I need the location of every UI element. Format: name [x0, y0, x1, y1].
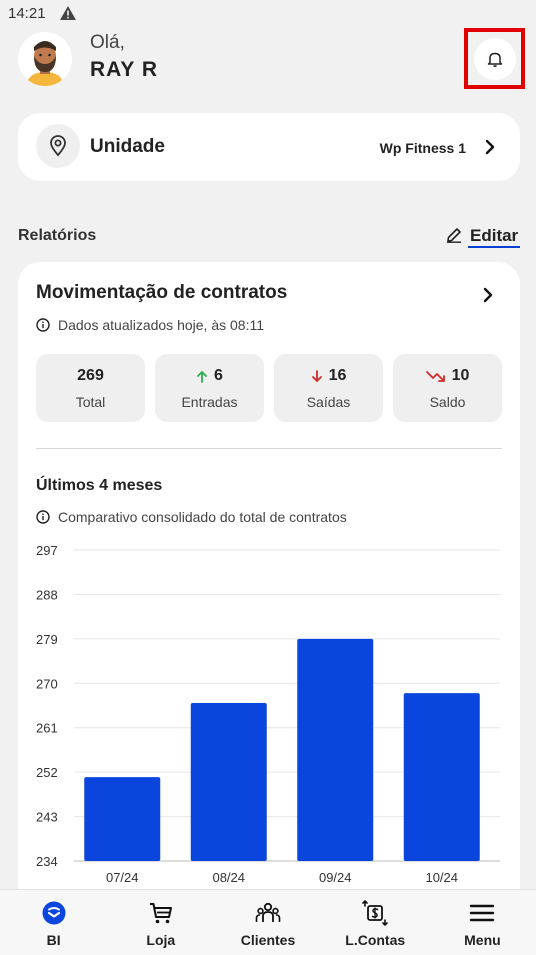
- warning-icon: [60, 6, 76, 20]
- notifications-button[interactable]: [464, 28, 525, 89]
- y-tick-label: 261: [36, 721, 58, 736]
- unit-label: Unidade: [90, 136, 165, 157]
- accounts-icon: [362, 900, 389, 926]
- divider: [36, 448, 502, 449]
- x-tick-label: 08/24: [212, 870, 245, 885]
- y-tick-label: 243: [36, 810, 58, 825]
- x-tick-label: 09/24: [319, 870, 352, 885]
- bell-icon-wrapper[interactable]: [473, 37, 516, 80]
- y-tick-label: 297: [36, 543, 58, 558]
- stat-saldo: 10 Saldo: [393, 354, 502, 422]
- arrow-up-icon: [197, 370, 207, 383]
- stat-label: Saídas: [306, 394, 351, 410]
- stat-value: 10: [451, 367, 470, 384]
- arrow-down-icon: [311, 369, 322, 382]
- bar-07/24[interactable]: [84, 777, 161, 861]
- bottom-navigation: BI Loja Clientes L.Contas: [0, 889, 536, 955]
- x-tick-label: 10/24: [425, 870, 458, 885]
- nav-item-loja[interactable]: Loja: [107, 890, 214, 955]
- nav-label: Menu: [464, 932, 501, 948]
- chevron-right-icon: [485, 139, 495, 155]
- avatar[interactable]: [18, 32, 72, 86]
- status-time: 14:21: [8, 5, 46, 22]
- clients-icon: [255, 902, 281, 922]
- stat-saidas: 16 Saídas: [274, 354, 383, 422]
- stat-value: 6: [214, 367, 223, 384]
- edit-underline: [468, 246, 520, 248]
- trend-down-icon: [425, 370, 445, 382]
- stat-value: 16: [328, 367, 347, 384]
- info-icon: [36, 318, 50, 332]
- edit-label: Editar: [470, 226, 519, 245]
- chevron-right-icon[interactable]: [482, 287, 494, 303]
- contracts-title[interactable]: Movimentação de contratos: [36, 282, 288, 303]
- y-tick-label: 252: [36, 765, 58, 780]
- months-info-text: Comparativo consolidado do total de cont…: [58, 509, 347, 525]
- nav-label: Loja: [146, 932, 176, 948]
- nav-item-lcontas[interactable]: L.Contas: [322, 890, 429, 955]
- stat-entradas: 6 Entradas: [155, 354, 264, 422]
- bar-09/24[interactable]: [297, 638, 374, 861]
- nav-item-clientes[interactable]: Clientes: [214, 890, 321, 955]
- header: Olá, RAY R: [0, 28, 536, 90]
- y-tick-label: 234: [36, 854, 58, 869]
- nav-label: BI: [46, 932, 61, 948]
- reports-title: Relatórios: [18, 227, 97, 244]
- bar-08/24[interactable]: [190, 703, 267, 861]
- unit-selector[interactable]: Unidade Wp Fitness 1: [18, 113, 520, 181]
- greeting: Olá,: [90, 32, 125, 53]
- updated-text: Dados atualizados hoje, às 08:11: [58, 317, 264, 333]
- stat-total: 269 Total: [36, 354, 145, 422]
- location-pin-icon: [36, 124, 80, 168]
- user-name: RAY R: [90, 58, 159, 81]
- unit-value: Wp Fitness 1: [379, 140, 466, 156]
- updated-info: Dados atualizados hoje, às 08:11: [36, 317, 264, 333]
- bell-icon: [487, 52, 502, 67]
- pencil-icon: [447, 228, 461, 243]
- nav-item-bi[interactable]: BI: [0, 890, 107, 955]
- y-tick-label: 288: [36, 587, 58, 602]
- stat-label: Entradas: [181, 394, 238, 410]
- bar-10/24[interactable]: [403, 693, 480, 861]
- bi-icon: [42, 901, 66, 925]
- x-tick-label: 07/24: [106, 870, 139, 885]
- cart-icon: [149, 903, 172, 924]
- status-bar: 14:21: [0, 0, 536, 28]
- months-info: Comparativo consolidado do total de cont…: [36, 509, 347, 525]
- stat-value: 269: [77, 367, 104, 384]
- info-icon: [36, 510, 50, 524]
- y-tick-label: 279: [36, 632, 58, 647]
- y-tick-label: 270: [36, 676, 58, 691]
- menu-icon: [470, 904, 495, 922]
- stats-row: 269 Total 6 Entradas 16 Saídas: [36, 354, 502, 422]
- contracts-bar-chart: 297 288 279 270 261 252 243 234 07/24 08/24 09/24 1…: [36, 543, 500, 885]
- stat-label: Saldo: [429, 394, 466, 410]
- nav-label: L.Contas: [345, 932, 406, 948]
- stat-label: Total: [75, 394, 106, 410]
- contracts-card: Movimentação de contratos Dados atualiza…: [18, 262, 520, 902]
- nav-label: Clientes: [240, 932, 296, 948]
- months-title: Últimos 4 meses: [36, 477, 163, 494]
- nav-item-menu[interactable]: Menu: [429, 890, 536, 955]
